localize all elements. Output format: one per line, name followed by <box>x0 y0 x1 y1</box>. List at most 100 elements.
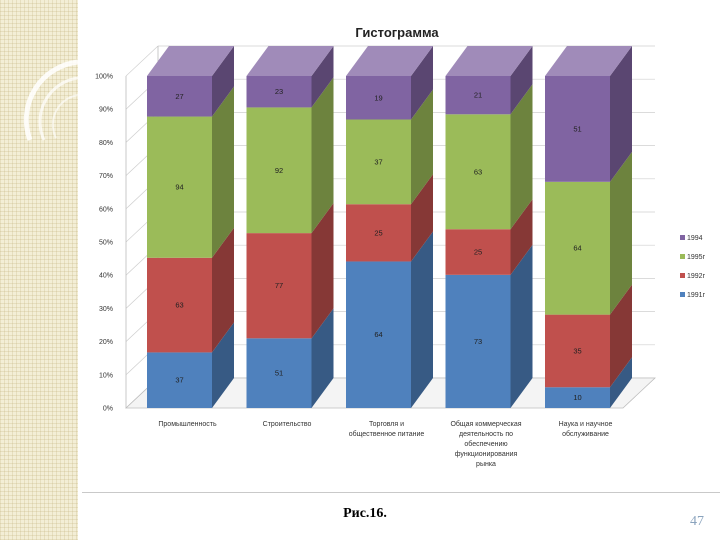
bar-side-face <box>610 46 632 182</box>
bar-segment <box>545 387 610 408</box>
side-wall-gridline <box>125 45 159 77</box>
data-label: 27 <box>175 92 183 101</box>
data-label: 25 <box>374 228 382 237</box>
y-tick-label: 40% <box>99 273 113 280</box>
bar-segment <box>445 114 511 230</box>
data-label: 63 <box>474 167 482 176</box>
legend-label: 1995г <box>687 254 706 261</box>
data-label: 92 <box>275 166 283 175</box>
bar-segment <box>147 116 212 258</box>
y-tick-label: 20% <box>99 339 113 346</box>
category-label-line: Общая коммерческая <box>450 420 521 428</box>
category-label-line: обслуживание <box>562 430 609 438</box>
bar-segment <box>445 229 511 275</box>
plot-area: 0% 10% 20% 30% 40% 50% 60% 70% 80% 90% 100% 37 63 94 2… <box>95 45 706 468</box>
category-label-line: деятельность по <box>459 431 513 438</box>
bar-side-face <box>212 322 234 408</box>
data-label: 51 <box>573 124 581 133</box>
data-label: 35 <box>573 346 581 355</box>
bar-side-face <box>212 46 234 117</box>
bar-segment <box>545 314 610 388</box>
category-label-line: функционирования <box>455 451 518 458</box>
page-number: 47 <box>690 514 704 529</box>
category-label: Строительство <box>263 421 312 428</box>
divider-line <box>82 492 720 493</box>
data-label: 37 <box>175 376 183 385</box>
y-tick-label: 80% <box>99 140 113 147</box>
y-tick-label: 30% <box>99 306 113 313</box>
bar-side-face <box>212 86 234 258</box>
data-label: 23 <box>275 87 283 96</box>
bar-segment <box>246 338 312 408</box>
data-label: 64 <box>374 330 382 339</box>
category-label-line: общественное питание <box>349 430 425 438</box>
bar-top-face <box>545 46 632 76</box>
bar-side-face <box>411 46 433 120</box>
y-tick-label: 50% <box>99 240 113 247</box>
data-label: 77 <box>275 281 283 290</box>
bar-segment <box>246 107 312 234</box>
category-label-line: рынка <box>476 461 496 468</box>
category-label-line: Торговля и <box>369 421 404 428</box>
legend-swatch <box>680 235 685 240</box>
bar-segment <box>346 76 411 120</box>
bar-top-face <box>346 46 433 76</box>
y-tick-label: 0% <box>103 406 113 413</box>
category-label: Наука и научное обслуживание <box>559 421 613 438</box>
figure-caption: Рис.16. <box>343 506 387 521</box>
y-tick-label: 70% <box>99 173 113 180</box>
bar-side-face <box>411 89 433 205</box>
category-label: Промышленность <box>158 421 217 428</box>
bar-top-face <box>445 46 533 76</box>
legend-label: 1992г <box>687 273 706 280</box>
bar-side-face <box>311 308 334 408</box>
legend-label: 1991г <box>687 292 706 299</box>
y-tick-label: 100% <box>95 74 113 81</box>
decorative-side-strip <box>0 0 78 540</box>
bar-side-face <box>411 231 433 408</box>
bar-segment <box>147 257 212 353</box>
bar-side-face <box>411 174 433 262</box>
bar-side-face <box>311 203 334 339</box>
bar-side-face <box>212 227 234 353</box>
bar-top-face <box>147 46 234 76</box>
bar-side-face <box>510 46 533 115</box>
legend-swatch <box>680 273 685 278</box>
bar-segment <box>346 261 411 408</box>
data-label: 51 <box>275 369 283 378</box>
bar-side-face <box>311 77 334 234</box>
legend-label: 1994 <box>687 235 703 242</box>
bar-top-face <box>246 46 334 76</box>
category-label-line: Наука и научное <box>559 421 613 428</box>
data-label: 63 <box>175 301 183 310</box>
bar-segment <box>346 204 411 262</box>
decorative-swirl <box>23 59 78 141</box>
data-label: 10 <box>573 393 581 402</box>
bar-side-face <box>510 84 533 230</box>
data-label: 37 <box>374 157 382 166</box>
legend-swatch <box>680 292 685 297</box>
y-tick-label: 90% <box>99 107 113 114</box>
category-label: Общая коммерческая деятельность по обеспеч… <box>450 420 521 468</box>
category-label-line: Строительство <box>263 421 312 428</box>
data-label: 25 <box>474 248 482 257</box>
bar-segment <box>545 181 610 315</box>
bar-segment <box>147 76 212 117</box>
bar-side-face <box>610 151 632 315</box>
category-label-line: Промышленность <box>158 421 217 428</box>
category-label-line: обеспечению <box>464 440 507 448</box>
data-label: 19 <box>374 93 382 102</box>
y-tick-label: 60% <box>99 206 113 213</box>
y-tick-label: 10% <box>99 372 113 379</box>
bar-side-face <box>610 357 632 408</box>
bar-segment <box>246 233 312 339</box>
category-label: Торговля и общественное питание <box>349 421 425 438</box>
bar-segment <box>445 274 511 408</box>
bar-side-face <box>311 46 334 108</box>
bar-segment <box>545 76 610 182</box>
legend-swatch <box>680 254 685 259</box>
chart-title: Гистограмма <box>355 25 439 40</box>
data-label: 73 <box>474 337 482 346</box>
bar-segment <box>147 352 212 408</box>
